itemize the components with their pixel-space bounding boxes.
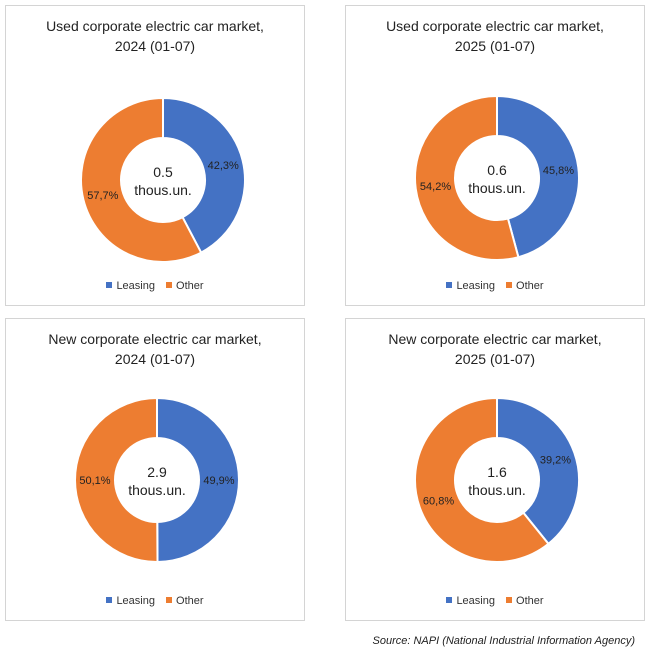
data-label-other: 57,7%	[87, 190, 118, 202]
donut-slice-leasing	[162, 96, 246, 254]
donut-slice-other	[80, 96, 203, 263]
center-total-unit: thous.un.	[128, 482, 186, 498]
donut-slice-other	[414, 94, 520, 261]
legend-label-other: Other	[176, 595, 204, 607]
chart-panel-new-2025: New corporate electric car market, 2025 …	[345, 318, 645, 621]
donut-chart: 49,9% 50,1% 2.9 thous.un.	[74, 396, 240, 564]
center-total-value: 0.5	[153, 164, 173, 180]
donut-slice-other	[74, 396, 159, 563]
legend-item-leasing: Leasing	[106, 595, 155, 607]
legend-label-other: Other	[176, 280, 204, 292]
legend-item-leasing: Leasing	[446, 595, 495, 607]
legend: Leasing Other	[6, 280, 304, 292]
donut-slice-leasing	[496, 94, 580, 259]
legend-swatch-leasing	[446, 597, 453, 604]
chart-title-line-1: New corporate electric car market,	[388, 331, 602, 347]
chart-title-line-2: 2024 (01-07)	[114, 38, 196, 54]
donut-chart: 39,2% 60,8% 1.6 thous.un.	[414, 396, 580, 563]
chart-title-line-1: Used corporate electric car market,	[386, 18, 604, 34]
chart-title-line-1: Used corporate electric car market,	[46, 18, 264, 34]
donut-chart: 45,8% 54,2% 0.6 thous.un.	[414, 94, 580, 261]
legend-label-other: Other	[516, 280, 544, 292]
legend-swatch-leasing	[106, 597, 113, 604]
donut-slice-leasing	[156, 396, 240, 564]
center-total-value: 1.6	[487, 464, 507, 480]
data-label-leasing: 39,2%	[540, 454, 571, 466]
donut-slice-other	[414, 396, 550, 563]
center-total-unit: thous.un.	[468, 482, 526, 498]
legend: Leasing Other	[6, 595, 304, 607]
legend-swatch-other	[166, 597, 173, 604]
legend-item-other: Other	[166, 280, 204, 292]
chart-panel-used-2025: Used corporate electric car market, 2025…	[345, 5, 645, 306]
center-total-value: 2.9	[147, 464, 167, 480]
legend-swatch-leasing	[446, 282, 453, 289]
data-label-other: 50,1%	[79, 475, 110, 487]
legend: Leasing Other	[346, 595, 644, 607]
data-label-leasing: 42,3%	[208, 160, 239, 172]
legend-label-leasing: Leasing	[456, 280, 495, 292]
legend-item-other: Other	[506, 280, 544, 292]
center-total-unit: thous.un.	[468, 180, 526, 196]
chart-title-line-2: 2024 (01-07)	[114, 351, 196, 367]
legend-label-leasing: Leasing	[116, 595, 155, 607]
chart-title-line-2: 2025 (01-07)	[454, 351, 536, 367]
legend-item-leasing: Leasing	[106, 280, 155, 292]
legend-item-leasing: Leasing	[446, 280, 495, 292]
legend-swatch-leasing	[106, 282, 113, 289]
center-total-unit: thous.un.	[134, 182, 192, 198]
donut-chart: 42,3% 57,7% 0.5 thous.un.	[80, 96, 246, 263]
legend-swatch-other	[166, 282, 173, 289]
chart-panel-new-2024: New corporate electric car market, 2024 …	[5, 318, 305, 621]
chart-panel-used-2024: Used corporate electric car market, 2024…	[5, 5, 305, 306]
chart-title: Used corporate electric car market, 2024…	[6, 16, 304, 56]
legend-item-other: Other	[166, 595, 204, 607]
data-label-leasing: 49,9%	[203, 475, 234, 487]
chart-title-line-2: 2025 (01-07)	[454, 38, 536, 54]
data-label-other: 54,2%	[420, 181, 451, 193]
center-total-value: 0.6	[487, 162, 507, 178]
legend-swatch-other	[506, 597, 513, 604]
chart-title: New corporate electric car market, 2024 …	[6, 329, 304, 369]
legend-label-leasing: Leasing	[116, 280, 155, 292]
donut-slice-leasing	[496, 396, 580, 546]
legend-label-other: Other	[516, 595, 544, 607]
source-note: Source: NAPI (National Industrial Inform…	[372, 635, 636, 647]
legend-label-leasing: Leasing	[456, 595, 495, 607]
chart-title: Used corporate electric car market, 2025…	[346, 16, 644, 56]
chart-title: New corporate electric car market, 2025 …	[346, 329, 644, 369]
chart-title-line-1: New corporate electric car market,	[48, 331, 262, 347]
legend-swatch-other	[506, 282, 513, 289]
data-label-other: 60,8%	[423, 496, 454, 508]
data-label-leasing: 45,8%	[543, 165, 574, 177]
legend: Leasing Other	[346, 280, 644, 292]
legend-item-other: Other	[506, 595, 544, 607]
